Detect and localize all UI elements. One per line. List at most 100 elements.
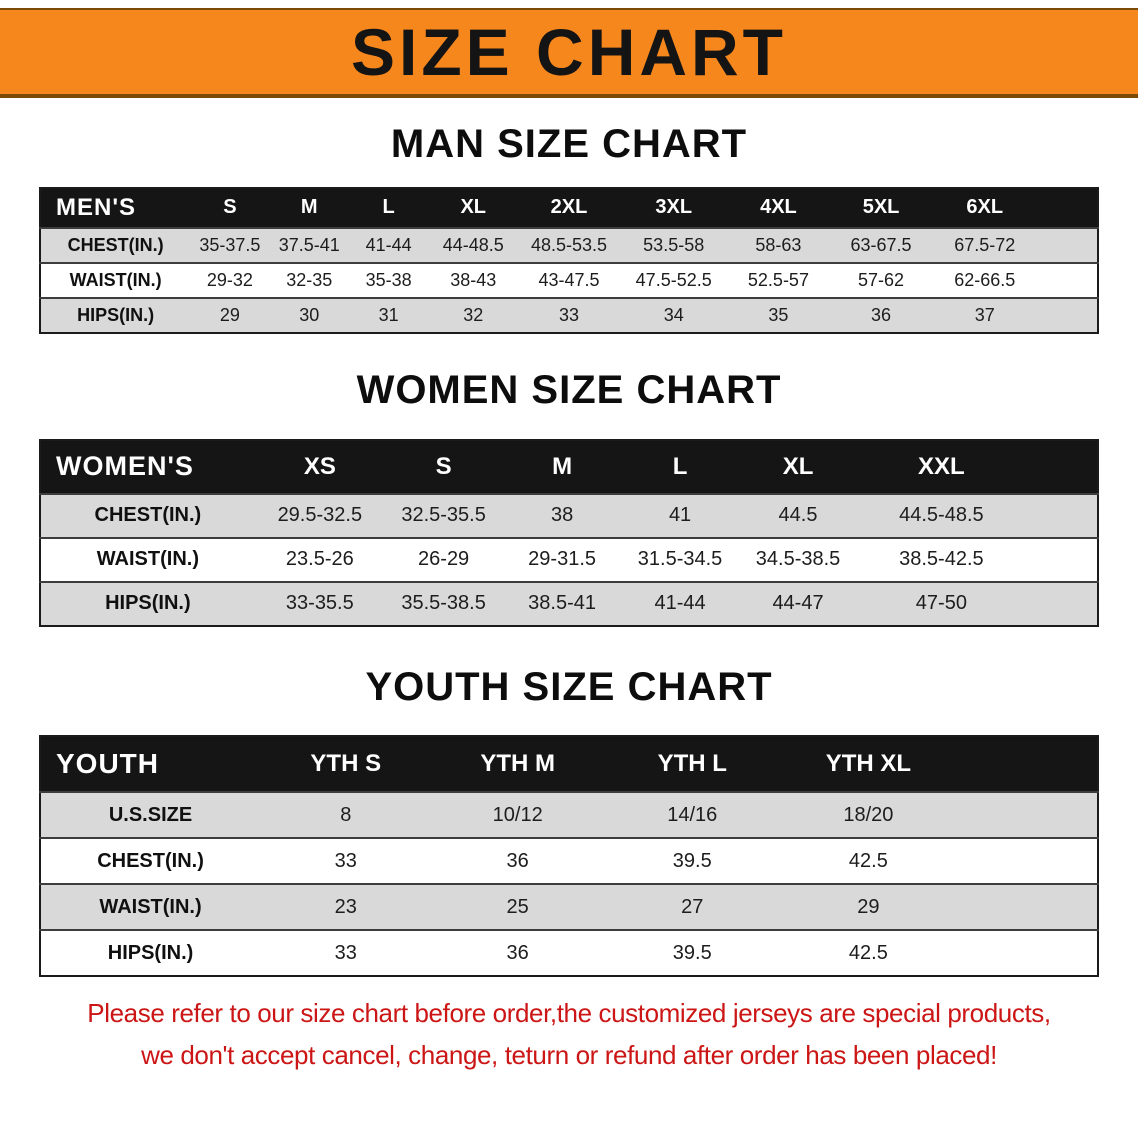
value-cell: 38-43 bbox=[450, 269, 497, 290]
table-row: U.S.SIZE 8 10/12 14/16 18/20 bbox=[40, 792, 1098, 839]
size-header-cell: YTH XL bbox=[780, 736, 957, 793]
table-row: HIPS(IN.) 29 30 31 32 33 34 35 36 37 bbox=[40, 297, 1098, 333]
measurement-label-cell: HIPS(IN.) bbox=[107, 941, 194, 964]
value-cell: 35-37.5 bbox=[199, 234, 261, 255]
filler-cell bbox=[1024, 439, 1098, 494]
value-cell: 29 bbox=[857, 895, 880, 918]
table-header-row: MEN'S S M L XL 2XL 3XL 4XL 5XL 6XL bbox=[40, 187, 1098, 228]
measurement-label-cell: WAIST(IN.) bbox=[96, 548, 199, 571]
value-cell: 23 bbox=[334, 895, 357, 918]
banner: SIZE CHART bbox=[0, 8, 1138, 98]
filler-cell bbox=[956, 736, 1098, 793]
value-cell: 39.5 bbox=[672, 849, 712, 872]
value-cell: 36 bbox=[871, 304, 892, 325]
value-cell: 34.5-38.5 bbox=[755, 548, 841, 571]
filler-cell bbox=[956, 930, 1098, 976]
men-section-heading: MAN SIZE CHART bbox=[390, 122, 748, 166]
value-cell: 58-63 bbox=[755, 234, 802, 255]
size-header-cell: 6XL bbox=[932, 187, 1037, 228]
banner-title: SIZE CHART bbox=[351, 15, 787, 89]
value-cell: 62-66.5 bbox=[954, 269, 1016, 290]
value-cell: 63-67.5 bbox=[850, 234, 912, 255]
size-header-cell: YTH M bbox=[431, 736, 604, 793]
size-header-cell: M bbox=[269, 187, 349, 228]
value-cell: 41-44 bbox=[365, 234, 412, 255]
value-cell: 31 bbox=[378, 304, 399, 325]
value-cell: 30 bbox=[299, 304, 320, 325]
disclaimer: Please refer to our size chart before or… bbox=[0, 993, 1138, 1076]
youth-section: YOUTH SIZE CHART YOUTH YTH S YTH M YTH L YTH… bbox=[0, 665, 1138, 978]
value-cell: 43-47.5 bbox=[538, 269, 600, 290]
table-row: HIPS(IN.) 33-35.5 35.5-38.5 38.5-41 41-44 44-… bbox=[40, 581, 1098, 626]
measurement-label-cell: HIPS(IN.) bbox=[77, 304, 155, 325]
value-cell: 27 bbox=[681, 895, 704, 918]
size-header-cell: 4XL bbox=[727, 187, 830, 228]
value-cell: 32.5-35.5 bbox=[401, 504, 486, 527]
size-header-cell: 3XL bbox=[619, 187, 728, 228]
value-cell: 14/16 bbox=[667, 803, 718, 826]
youth-section-heading: YOUTH SIZE CHART bbox=[365, 664, 773, 709]
women-section: WOMEN SIZE CHART WOMEN'S XS S M L XL XXL CHEST(… bbox=[0, 368, 1138, 627]
filler-cell bbox=[956, 838, 1098, 884]
filler-cell bbox=[1036, 187, 1098, 228]
value-cell: 33 bbox=[558, 304, 579, 325]
value-cell: 44-48.5 bbox=[442, 234, 504, 255]
value-cell: 29.5-32.5 bbox=[277, 504, 363, 527]
value-cell: 44.5-48.5 bbox=[899, 504, 984, 527]
value-cell: 26-29 bbox=[418, 548, 470, 571]
value-cell: 33 bbox=[334, 941, 357, 964]
disclaimer-line-1: Please refer to our size chart before or… bbox=[87, 998, 1051, 1029]
size-header-cell: 2XL bbox=[518, 187, 620, 228]
filler-cell bbox=[1025, 582, 1098, 626]
measurement-label-cell: CHEST(IN.) bbox=[94, 504, 202, 527]
value-cell: 35 bbox=[768, 304, 789, 325]
size-header-cell: XL bbox=[738, 439, 858, 494]
size-header-cell: XL bbox=[428, 187, 519, 228]
value-cell: 23.5-26 bbox=[285, 548, 354, 571]
table-row: CHEST(IN.) 33 36 39.5 42.5 bbox=[40, 838, 1098, 885]
men-size-table: MEN'S S M L XL 2XL 3XL 4XL 5XL 6XL CHEST(IN.) 35-37… bbox=[39, 186, 1099, 334]
value-cell: 33 bbox=[334, 849, 357, 872]
filler-cell bbox=[1025, 538, 1098, 582]
value-cell: 39.5 bbox=[672, 941, 712, 964]
value-cell: 25 bbox=[506, 895, 529, 918]
value-cell: 33-35.5 bbox=[285, 592, 354, 615]
value-cell: 31.5-34.5 bbox=[637, 548, 723, 571]
value-cell: 44.5 bbox=[778, 504, 818, 527]
value-cell: 53.5-58 bbox=[643, 234, 705, 255]
measurement-label-cell: U.S.SIZE bbox=[108, 803, 193, 826]
size-header-cell: XXL bbox=[857, 439, 1025, 494]
filler-cell bbox=[956, 884, 1098, 930]
women-size-table: WOMEN'S XS S M L XL XXL CHEST(IN.) 29.5-32.5 32.5… bbox=[39, 438, 1099, 627]
value-cell: 35.5-38.5 bbox=[401, 592, 486, 615]
table-row: CHEST(IN.) 35-37.5 37.5-41 41-44 44-48.5 48.5… bbox=[40, 227, 1098, 263]
table-row: WAIST(IN.) 29-32 32-35 35-38 38-43 43-47.5 47.… bbox=[40, 262, 1098, 298]
size-header-cell: M bbox=[502, 439, 622, 494]
table-title-cell: WOMEN'S bbox=[40, 439, 255, 494]
value-cell: 18/20 bbox=[843, 803, 894, 826]
size-header-cell: L bbox=[348, 187, 429, 228]
filler-cell bbox=[1025, 494, 1098, 538]
disclaimer-line-2: we don't accept cancel, change, teturn o… bbox=[141, 1039, 997, 1070]
value-cell: 47.5-52.5 bbox=[635, 269, 712, 290]
measurement-label-cell: CHEST(IN.) bbox=[97, 849, 204, 872]
measurement-label-cell: WAIST(IN.) bbox=[99, 895, 202, 918]
value-cell: 29 bbox=[219, 304, 240, 325]
table-row: WAIST(IN.) 23.5-26 26-29 29-31.5 31.5-34.5 34… bbox=[40, 537, 1098, 582]
size-header-cell: YTH L bbox=[603, 736, 781, 793]
size-header-cell: L bbox=[621, 439, 739, 494]
table-row: HIPS(IN.) 33 36 39.5 42.5 bbox=[40, 930, 1098, 977]
men-section: MAN SIZE CHART MEN'S S M L XL 2XL 3XL 4XL 5XL 6XL… bbox=[0, 122, 1138, 334]
value-cell: 37.5-41 bbox=[278, 234, 340, 255]
youth-size-table: YOUTH YTH S YTH M YTH L YTH XL U.S.SIZE 8 10/12… bbox=[39, 735, 1099, 978]
value-cell: 10/12 bbox=[492, 803, 543, 826]
size-header-cell: S bbox=[384, 439, 503, 494]
value-cell: 41-44 bbox=[654, 592, 706, 615]
size-header-cell: XS bbox=[254, 439, 385, 494]
table-title-cell: MEN'S bbox=[40, 187, 191, 228]
filler-cell bbox=[956, 792, 1098, 838]
table-title-cell: YOUTH bbox=[40, 736, 261, 793]
women-section-heading: WOMEN SIZE CHART bbox=[356, 367, 782, 412]
table-row: WAIST(IN.) 23 25 27 29 bbox=[40, 884, 1098, 931]
